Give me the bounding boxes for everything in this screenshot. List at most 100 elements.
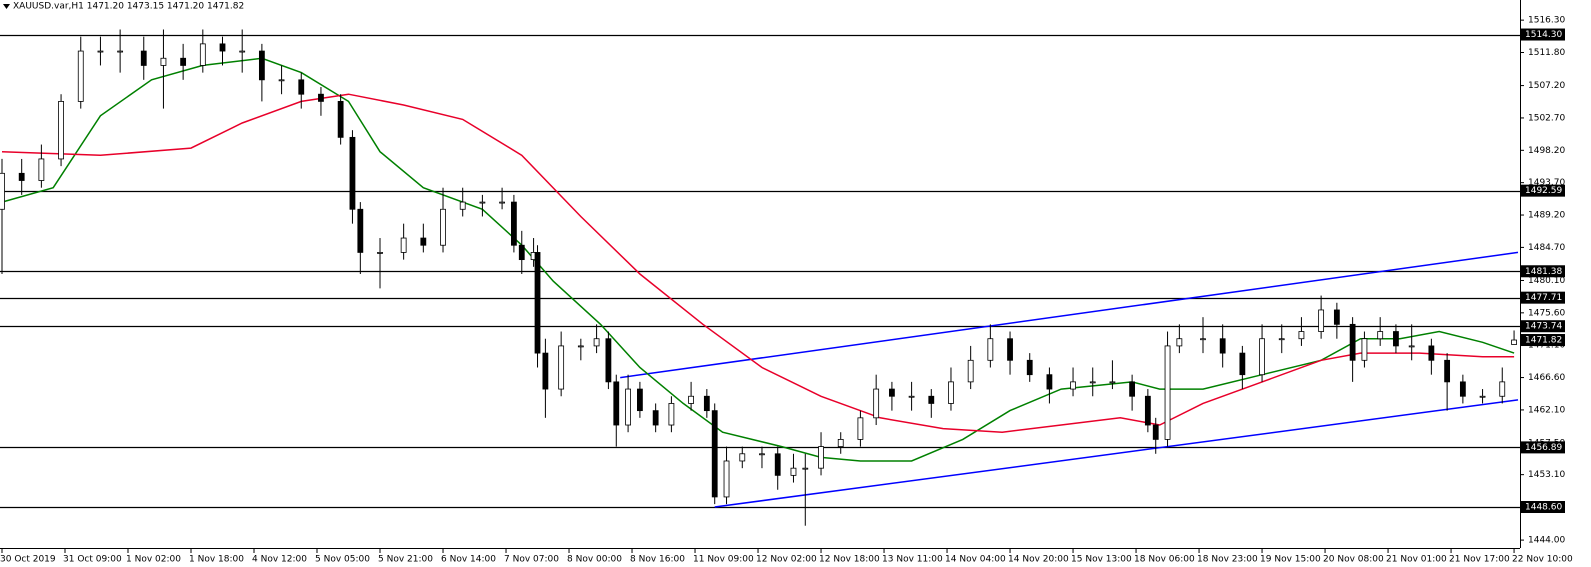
- candle-body: [723, 460, 730, 498]
- candle-body: [97, 50, 104, 53]
- price-label: 1471.82: [1525, 336, 1562, 346]
- candle-body: [668, 403, 675, 426]
- candle-body: [117, 50, 124, 53]
- level-label-box: [1521, 320, 1565, 333]
- candle-body: [1109, 381, 1116, 384]
- candle-body: [928, 395, 935, 404]
- candle-body: [1393, 331, 1399, 347]
- candle-body: [1129, 381, 1136, 397]
- y-tick-label: 1462.10: [1528, 405, 1565, 415]
- candle-body: [802, 467, 809, 470]
- x-tick-label: 7 Nov 07:00: [504, 555, 559, 565]
- candle-body: [857, 417, 864, 440]
- y-tick-label: 1507.20: [1528, 81, 1565, 91]
- candle-body: [534, 252, 541, 354]
- candle-body: [420, 237, 427, 246]
- x-tick-label: 18 Nov 06:00: [1134, 555, 1195, 565]
- candle-body: [349, 136, 356, 210]
- candle-body: [510, 201, 517, 246]
- candle-body: [278, 79, 285, 82]
- level-label-box: [1521, 501, 1565, 514]
- candle-body: [774, 453, 781, 476]
- x-tick-label: 8 Nov 00:00: [567, 555, 622, 565]
- x-tick-label: 4 Nov 12:00: [252, 555, 307, 565]
- candle-body: [703, 395, 710, 412]
- level-label-box: [1521, 441, 1565, 454]
- menu-arrow[interactable]: [3, 4, 10, 9]
- candle-body: [337, 101, 344, 138]
- y-tick-label: 1511.80: [1528, 48, 1565, 58]
- candle-body: [542, 352, 549, 390]
- level-label: 1481.38: [1525, 267, 1562, 277]
- candle-body: [18, 172, 25, 181]
- x-tick-label: 11 Nov 09:00: [693, 555, 754, 565]
- candle-body: [1459, 381, 1466, 397]
- candle-body: [889, 388, 895, 397]
- x-tick-label: 21 Nov 17:00: [1449, 555, 1510, 565]
- candle-body: [38, 158, 45, 181]
- candle-body: [377, 252, 383, 254]
- candle-body: [400, 237, 407, 253]
- x-tick-label: 5 Nov 05:00: [315, 555, 370, 565]
- level-label: 1473.74: [1525, 322, 1562, 332]
- candle-body: [1176, 338, 1183, 347]
- candle-body: [577, 345, 584, 348]
- level-label: 1456.89: [1525, 443, 1562, 453]
- candle-body: [459, 201, 466, 210]
- candle-body: [688, 395, 694, 404]
- candle-body: [140, 50, 147, 66]
- y-tick-label: 1498.20: [1528, 146, 1565, 156]
- level-label: 1477.71: [1525, 293, 1562, 303]
- candle-body: [258, 50, 265, 81]
- candle-body: [1377, 331, 1384, 340]
- candle-body: [739, 453, 746, 462]
- candle-body: [318, 93, 324, 102]
- candle-body: [1007, 338, 1013, 361]
- x-tick-label: 31 Oct 09:00: [63, 555, 122, 565]
- y-tick-label: 1466.60: [1528, 373, 1565, 383]
- x-tick-label: 19 Nov 15:00: [1260, 555, 1321, 565]
- candle-body: [558, 345, 565, 390]
- candle-body: [1026, 359, 1033, 376]
- candle-body: [357, 208, 364, 253]
- candle-body: [298, 79, 305, 95]
- x-tick-label: 20 Nov 08:00: [1323, 555, 1384, 565]
- x-tick-label: 14 Nov 04:00: [945, 555, 1006, 565]
- candle-body: [1428, 345, 1435, 361]
- candle-body: [873, 388, 880, 419]
- candle-body: [948, 381, 954, 404]
- x-tick-label: 5 Nov 21:00: [378, 555, 433, 565]
- x-tick-label: 6 Nov 14:00: [441, 555, 496, 565]
- candle-body: [499, 201, 505, 204]
- y-tick-label: 1480.10: [1528, 276, 1565, 286]
- candle-body: [1499, 381, 1506, 397]
- candle-body: [1219, 338, 1226, 354]
- candle-body: [58, 101, 64, 160]
- candle-body: [759, 453, 765, 456]
- x-tick-label: 18 Nov 23:00: [1197, 555, 1258, 565]
- candle-body: [652, 410, 659, 426]
- candle-body: [1333, 309, 1340, 325]
- candle-body: [199, 43, 206, 66]
- candle-body: [1046, 374, 1053, 390]
- x-tick-label: 12 Nov 02:00: [756, 555, 817, 565]
- price-label-box: [1521, 334, 1565, 347]
- candle-body: [987, 338, 994, 361]
- candle-body: [518, 244, 525, 261]
- level-label-box: [1521, 265, 1565, 278]
- candle-body: [593, 338, 600, 347]
- candle-body: [219, 43, 226, 52]
- candle-body: [711, 410, 718, 498]
- level-label: 1492.59: [1525, 186, 1562, 196]
- x-tick-label: 12 Nov 18:00: [819, 555, 880, 565]
- trend-line: [620, 251, 1519, 379]
- x-tick-label: 13 Nov 11:00: [882, 555, 943, 565]
- trend-line: [714, 399, 1519, 508]
- candle-body: [1200, 338, 1206, 341]
- candle-body: [1278, 338, 1285, 341]
- y-tick-label: 1502.70: [1528, 113, 1565, 123]
- candle-body: [1089, 381, 1096, 384]
- y-tick-label: 1516.30: [1528, 16, 1565, 26]
